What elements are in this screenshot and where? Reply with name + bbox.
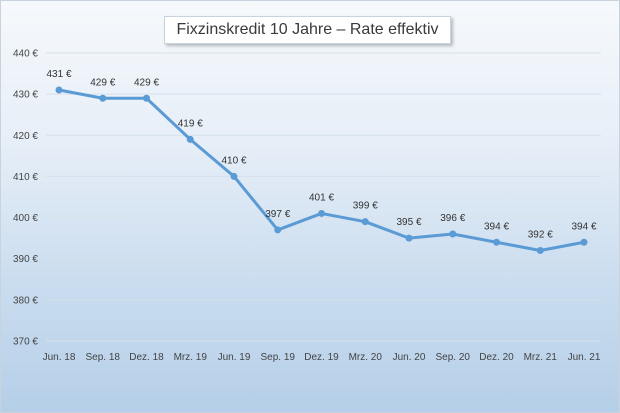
data-labels: 431 € 429 € 429 € 419 € 410 € 397 € 401 € 399 €… xyxy=(46,69,596,240)
chart-title: Fixzinskredit 10 Jahre – Rate effektiv xyxy=(164,16,451,44)
data-point xyxy=(493,238,500,246)
data-point xyxy=(99,94,107,102)
data-point xyxy=(55,86,63,94)
y-tick-label: 390 € xyxy=(13,254,38,265)
data-label: 392 € xyxy=(528,229,553,240)
y-tick-label: 370 € xyxy=(13,337,38,348)
x-tick-label: Dez. 18 xyxy=(129,352,164,363)
data-point xyxy=(580,238,588,246)
x-tick-label: Sep. 20 xyxy=(436,352,471,363)
x-axis-ticks: Jun. 18 Sep. 18 Dez. 18 Mrz. 19 Jun. 19 Sep. … xyxy=(43,352,601,363)
data-label: 429 € xyxy=(90,77,115,88)
data-label: 394 € xyxy=(484,221,509,232)
x-tick-label: Jun. 20 xyxy=(393,352,426,363)
data-point xyxy=(405,234,413,242)
x-tick-label: Mrz. 20 xyxy=(349,352,383,363)
x-tick-label: Sep. 18 xyxy=(86,352,121,363)
data-label: 396 € xyxy=(440,213,465,224)
x-tick-label: Jun. 18 xyxy=(43,352,76,363)
data-label: 419 € xyxy=(178,118,203,129)
data-label: 399 € xyxy=(353,201,378,212)
y-axis-ticks: 370 € 380 € 390 € 400 € 410 € 420 € 430 € 440 € xyxy=(13,49,38,348)
data-label: 397 € xyxy=(265,209,290,220)
data-point xyxy=(230,172,238,180)
data-point xyxy=(318,209,325,217)
data-point xyxy=(274,226,282,234)
x-tick-label: Jun. 19 xyxy=(218,352,251,363)
y-tick-label: 430 € xyxy=(13,90,38,101)
y-tick-label: 380 € xyxy=(13,295,38,306)
data-label: 394 € xyxy=(571,221,596,232)
data-label: 431 € xyxy=(46,69,71,80)
x-tick-label: Dez. 19 xyxy=(304,352,339,363)
data-label: 401 € xyxy=(309,192,334,203)
data-point xyxy=(143,94,150,102)
data-point xyxy=(361,218,369,226)
x-tick-label: Jun. 21 xyxy=(568,352,601,363)
data-label: 395 € xyxy=(396,217,421,228)
data-label: 410 € xyxy=(221,155,246,166)
y-tick-label: 400 € xyxy=(13,213,38,224)
series-points xyxy=(55,86,588,254)
x-tick-label: Mrz. 19 xyxy=(174,352,208,363)
data-point xyxy=(449,230,457,238)
data-label: 429 € xyxy=(134,77,159,88)
y-tick-label: 410 € xyxy=(13,172,38,183)
y-tick-label: 440 € xyxy=(13,49,38,60)
data-point xyxy=(536,246,544,254)
y-tick-label: 420 € xyxy=(13,131,38,142)
x-tick-label: Mrz. 21 xyxy=(524,352,558,363)
x-tick-label: Sep. 19 xyxy=(261,352,296,363)
gridlines xyxy=(46,52,601,342)
x-tick-label: Dez. 20 xyxy=(479,352,514,363)
data-point xyxy=(186,135,194,143)
